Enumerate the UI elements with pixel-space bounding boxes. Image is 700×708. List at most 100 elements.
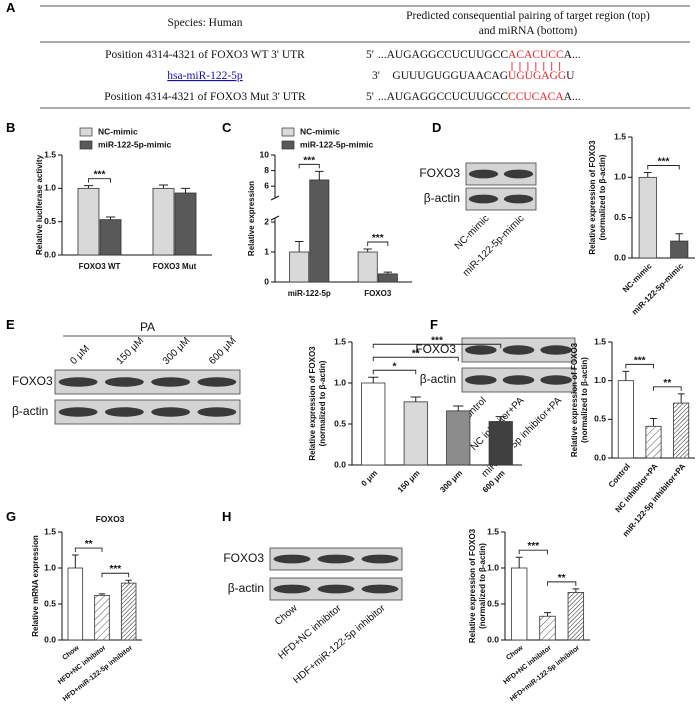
y-tick-label: 1.5 bbox=[487, 526, 499, 536]
bar bbox=[120, 582, 137, 641]
y-axis-label: Relative expression of FOXO3 bbox=[468, 528, 477, 643]
legend-swatch bbox=[79, 127, 93, 137]
y-tick-label: 1.0 bbox=[44, 562, 56, 572]
x-tick-label: miR-122-5p bbox=[288, 289, 331, 298]
legend-label: miR-122-5p-mimic bbox=[98, 139, 171, 149]
y-tick-label: 0.0 bbox=[594, 452, 606, 462]
y-axis-label: Relative expression of FOXO3 bbox=[308, 346, 317, 461]
blot-row-label: β-actin bbox=[424, 191, 460, 205]
significance-label: *** bbox=[431, 335, 443, 346]
significance-label: *** bbox=[658, 156, 670, 167]
y-tick-label: 1.0 bbox=[614, 172, 626, 182]
significance-label: ** bbox=[663, 378, 671, 389]
y-axis-label: Relative expression of FOXO3 bbox=[570, 342, 579, 457]
sequence-part: ...AUGAGGCCUCUUGCC bbox=[378, 91, 508, 103]
axis-break bbox=[270, 195, 280, 201]
y-tick-label: 1.0 bbox=[44, 183, 56, 193]
y-tick-label: 0.0 bbox=[614, 252, 626, 262]
blot-band bbox=[104, 377, 144, 387]
significance-label: *** bbox=[372, 233, 384, 244]
row-name: Position 4314-4321 of FOXO3 Mut 3' UTR bbox=[104, 91, 306, 103]
panel-label: H bbox=[222, 509, 231, 524]
blot-band bbox=[197, 407, 237, 417]
y-tick-label: 1.0 bbox=[594, 375, 606, 385]
blot-band bbox=[540, 375, 572, 385]
legend-label: NC-mimic bbox=[300, 126, 340, 136]
bar bbox=[377, 273, 398, 283]
error-bar bbox=[180, 187, 191, 193]
error-bar bbox=[622, 370, 630, 381]
significance-bracket bbox=[518, 549, 548, 555]
blot-row-label: β-actin bbox=[420, 372, 456, 386]
y-tick-label: 0.5 bbox=[44, 216, 56, 226]
x-tick-label: FOXO3 WT bbox=[79, 262, 121, 271]
y-axis-label: (normalized to β-actin) bbox=[598, 154, 607, 240]
error-bar bbox=[125, 579, 132, 584]
panel-label: G bbox=[6, 509, 16, 524]
x-tick-label: FOXO3 Mut bbox=[153, 262, 197, 271]
y-tick-label: 0.5 bbox=[594, 414, 606, 424]
error-bar bbox=[544, 612, 551, 617]
bar bbox=[77, 187, 100, 256]
panel-label: C bbox=[222, 120, 232, 135]
significance-label: *** bbox=[527, 541, 539, 552]
blot-row-label: FOXO3 bbox=[419, 166, 460, 180]
blot-band bbox=[465, 375, 497, 385]
sequence-seed: CCUCACA bbox=[508, 91, 564, 103]
y-tick-label: 1 bbox=[264, 246, 269, 256]
bar bbox=[357, 251, 378, 283]
significance-bracket bbox=[298, 163, 320, 169]
legend-swatch bbox=[281, 140, 295, 150]
bar bbox=[446, 410, 471, 466]
y-tick-label: 0.5 bbox=[614, 212, 626, 222]
significance-bracket bbox=[372, 343, 502, 349]
y-axis-label: (normalized to β-actin) bbox=[580, 357, 589, 443]
strand-end: 5' bbox=[366, 91, 374, 103]
blot-band bbox=[273, 554, 311, 564]
error-bar bbox=[650, 418, 657, 427]
blot-row-label: FOXO3 bbox=[415, 342, 456, 356]
error-bar bbox=[675, 233, 684, 242]
blot-band bbox=[317, 584, 355, 594]
y-tick-label: 1.5 bbox=[594, 336, 606, 346]
blot-band bbox=[503, 169, 534, 179]
error-bar bbox=[572, 588, 580, 593]
table-header: and miRNA (bottom) bbox=[479, 25, 578, 37]
significance-bracket bbox=[367, 241, 389, 246]
bar bbox=[309, 179, 330, 283]
y-tick-label: 0.5 bbox=[487, 598, 499, 608]
blot-band bbox=[361, 554, 399, 564]
y-tick-label: 0.5 bbox=[334, 418, 346, 428]
y-tick-label: 2 bbox=[264, 216, 269, 226]
bar bbox=[174, 192, 197, 256]
error-bar bbox=[105, 216, 116, 220]
y-axis-label: (normalized to β-actin) bbox=[478, 543, 487, 629]
bar bbox=[403, 401, 428, 466]
blot-row-label: FOXO3 bbox=[223, 551, 264, 565]
chart-title: FOXO3 bbox=[96, 514, 125, 524]
panel-label: B bbox=[6, 120, 15, 135]
y-tick-label: 0 bbox=[264, 276, 269, 286]
y-tick-label: 1.5 bbox=[44, 149, 56, 159]
error-bar bbox=[98, 593, 106, 596]
error-bar bbox=[72, 554, 79, 568]
error-bar bbox=[410, 396, 421, 402]
y-tick-label: 1.0 bbox=[487, 562, 499, 572]
significance-label: * bbox=[393, 361, 397, 372]
significance-label: *** bbox=[109, 564, 121, 575]
table-header: Predicted consequential pairing of targe… bbox=[406, 10, 650, 22]
significance-label: ** bbox=[558, 573, 566, 584]
significance-label: ** bbox=[85, 539, 93, 550]
mirna-link[interactable]: hsa-miR-122-5p bbox=[167, 70, 243, 82]
error-bar bbox=[495, 416, 506, 422]
bar bbox=[673, 402, 690, 459]
significance-label: *** bbox=[634, 355, 646, 366]
panel-label: F bbox=[430, 317, 438, 332]
strand-end: 5' bbox=[366, 49, 374, 61]
panel-label: D bbox=[432, 120, 441, 135]
sequence-part: ...AUGAGGCCUCUUGCC bbox=[378, 49, 508, 61]
error-bar bbox=[83, 185, 94, 189]
blot-band bbox=[58, 377, 98, 387]
